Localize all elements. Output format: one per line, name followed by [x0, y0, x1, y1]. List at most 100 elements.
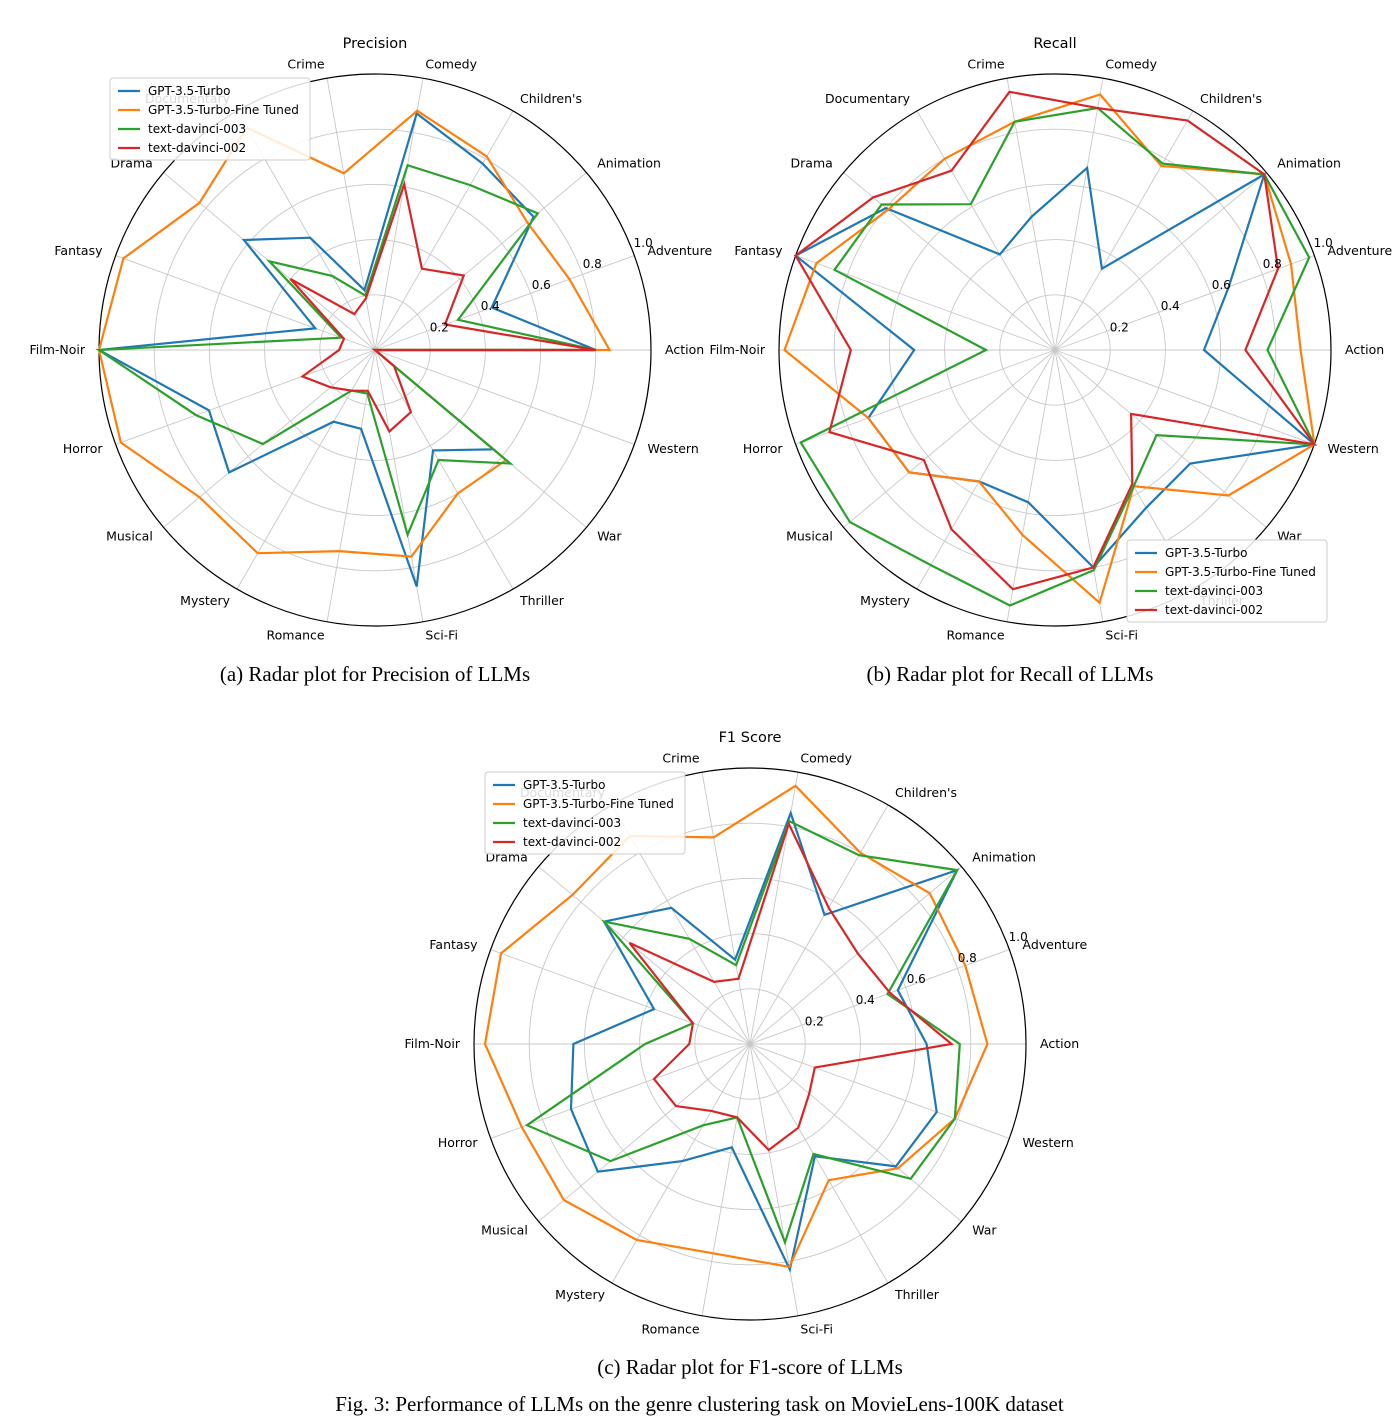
grid-spoke [701, 772, 751, 1045]
grid-spoke [374, 172, 587, 351]
grid-spoke [701, 1043, 751, 1316]
series-line-3 [794, 90, 1317, 591]
category-label: Crime [287, 56, 325, 71]
grid-spoke [749, 1043, 889, 1284]
series-line-0 [569, 809, 960, 1273]
recall-radar-chart: 0.2 0.4 0.6 0.8 1.0 Action Adventure Animation C… [709, 36, 1392, 643]
legend-label: GPT-3.5-Turbo-Fine Tuned [1165, 565, 1316, 579]
category-label: Adventure [1023, 937, 1088, 952]
category-label: Children's [520, 91, 582, 106]
category-label: Adventure [648, 243, 713, 258]
f1-radar-chart: 0.2 0.4 0.6 0.8 1.0 Action Adventure Animation C… [404, 730, 1088, 1337]
category-label: Romance [947, 628, 1005, 643]
category-label: Thriller [894, 1287, 940, 1302]
grid-spoke [916, 349, 1056, 590]
grid-spoke [374, 110, 514, 351]
category-label: Mystery [180, 593, 230, 608]
grid-spoke [843, 349, 1056, 528]
grid-spoke [374, 349, 424, 622]
grid-spoke [1054, 349, 1267, 528]
category-label: Horror [63, 441, 103, 456]
caption-f1: (c) Radar plot for F1-score of LLMs [597, 1355, 903, 1379]
radial-tick-label: 0.8 [958, 951, 977, 965]
figure-caption: Fig. 3: Performance of LLMs on the genre… [335, 1392, 1064, 1416]
category-label: Sci-Fi [425, 628, 458, 643]
category-label: Film-Noir [404, 1036, 460, 1051]
radar-frame [473, 767, 1027, 1321]
category-label: War [597, 528, 622, 543]
category-label: Fantasy [54, 243, 103, 258]
legend-label: text-davinci-003 [1165, 584, 1263, 598]
series-line-2 [524, 819, 961, 1246]
category-label: Film-Noir [709, 342, 765, 357]
category-label: Comedy [800, 750, 852, 765]
category-label: Comedy [1105, 56, 1157, 71]
grid-spoke [749, 804, 889, 1045]
grid-spoke [1054, 78, 1104, 351]
category-label: Sci-Fi [1105, 628, 1138, 643]
category-label: Horror [438, 1135, 478, 1150]
category-label: War [972, 1222, 997, 1237]
legend-box [484, 771, 686, 855]
grid-spoke [115, 349, 376, 445]
grid-spoke [1006, 349, 1056, 622]
radial-tick-label: 0.4 [856, 993, 875, 1007]
grid-spoke [326, 78, 376, 351]
radial-tick-label: 1.0 [1314, 236, 1333, 250]
category-label: Musical [106, 528, 153, 543]
series-line-3 [628, 820, 955, 1152]
legend-label: GPT-3.5-Turbo [148, 84, 230, 98]
category-label: Mystery [860, 593, 910, 608]
category-label: Documentary [825, 91, 911, 106]
grid-spoke [374, 78, 424, 351]
category-label: Mystery [555, 1287, 605, 1302]
grid-spoke [1054, 255, 1315, 351]
grid-spoke [611, 1043, 751, 1284]
radial-tick-label: 0.8 [583, 257, 602, 271]
grid-spoke [374, 349, 635, 445]
category-label: Romance [267, 628, 325, 643]
category-label: Western [1023, 1135, 1074, 1150]
radar-grid [473, 767, 1027, 1321]
category-label: Sci-Fi [800, 1322, 833, 1337]
category-label: Children's [1200, 91, 1262, 106]
chart-title: Recall [1033, 36, 1076, 52]
legend-label: text-davinci-003 [148, 122, 246, 136]
category-label: Romance [642, 1322, 700, 1337]
radial-tick-label: 0.2 [430, 320, 449, 334]
category-label: Crime [967, 56, 1005, 71]
caption-recall: (b) Radar plot for Recall of LLMs [866, 662, 1154, 686]
legend-label: text-davinci-002 [523, 835, 621, 849]
grid-spoke [1054, 110, 1194, 351]
grid-spoke [749, 1043, 962, 1222]
grid-spoke [115, 255, 376, 351]
radial-tick-label: 0.6 [1212, 278, 1231, 292]
legend: GPT-3.5-Turbo GPT-3.5-Turbo-Fine Tuned tex… [484, 771, 686, 855]
series-line-0 [793, 165, 1317, 570]
grid-spoke [1006, 78, 1056, 351]
grid-spoke [490, 1043, 751, 1139]
radial-tick-label: 0.6 [532, 278, 551, 292]
grid-spoke [1054, 349, 1315, 445]
category-label: Action [665, 342, 704, 357]
series-line-2 [799, 106, 1317, 607]
chart-title: Precision [343, 36, 408, 52]
category-label: Western [648, 441, 699, 456]
category-label: Action [1040, 1036, 1079, 1051]
series-line-3 [289, 180, 596, 434]
grid-spoke [1054, 172, 1267, 351]
radial-tick-label: 0.8 [1263, 257, 1282, 271]
radial-tick-label: 1.0 [1009, 930, 1028, 944]
category-label: Thriller [519, 593, 565, 608]
series-line-1 [483, 784, 989, 1269]
category-label: Animation [1277, 156, 1341, 171]
legend-box [109, 77, 311, 161]
grid-spoke [374, 255, 635, 351]
legend: GPT-3.5-Turbo GPT-3.5-Turbo-Fine Tuned tex… [109, 77, 311, 161]
radial-tick-label: 0.4 [1161, 299, 1180, 313]
category-label: Western [1328, 441, 1379, 456]
precision-radar-chart: 0.2 0.4 0.6 0.8 1.0 Action Adventure Animation C… [29, 36, 713, 643]
radar-frame [778, 73, 1332, 627]
radial-tick-label: 0.2 [1110, 320, 1129, 334]
legend-label: text-davinci-003 [523, 816, 621, 830]
